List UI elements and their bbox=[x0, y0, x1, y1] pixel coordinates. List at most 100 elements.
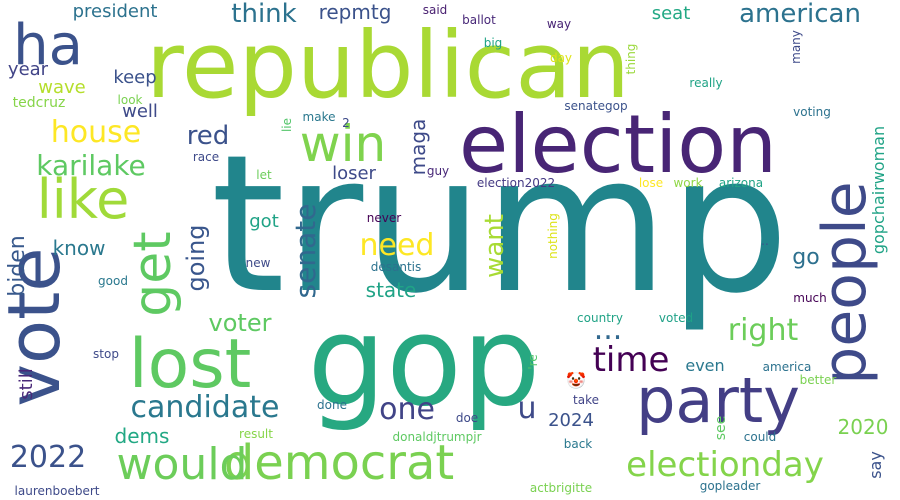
word-2: 2 bbox=[342, 116, 350, 130]
word-make: make bbox=[302, 110, 336, 124]
word-doe: doe bbox=[455, 411, 479, 425]
word-never: never bbox=[366, 211, 402, 225]
word-big: big bbox=[483, 36, 503, 50]
word-work: work bbox=[673, 176, 703, 190]
word-want: want bbox=[480, 214, 510, 278]
word-well: well bbox=[122, 101, 158, 122]
word-nothing: nothing bbox=[546, 213, 560, 259]
word-arizona: arizona bbox=[718, 176, 764, 190]
word-voted: voted bbox=[658, 311, 694, 325]
word-done: done bbox=[317, 398, 347, 412]
word-back: back bbox=[563, 437, 593, 451]
word-think: think bbox=[231, 0, 297, 29]
word-maga: maga bbox=[406, 118, 430, 176]
word-glyph-23: ... bbox=[593, 312, 623, 347]
word-glyph-88: 🤡 bbox=[566, 371, 586, 390]
word-american: american bbox=[739, 0, 861, 29]
word-house: house bbox=[50, 115, 142, 150]
word-know: know bbox=[52, 236, 106, 260]
word-2020: 2020 bbox=[837, 415, 889, 439]
word-senate: senate bbox=[289, 203, 322, 299]
word-good: good bbox=[98, 274, 128, 288]
word-one: one bbox=[379, 392, 435, 427]
word-right: right bbox=[727, 313, 799, 348]
word-donaldjtrumpjr: donaldjtrumpjr bbox=[392, 430, 482, 444]
word-way: way bbox=[546, 17, 572, 31]
word-election: election bbox=[459, 98, 777, 191]
word-desantis: desantis bbox=[370, 260, 422, 274]
word-state: state bbox=[365, 278, 417, 302]
word-gopchairwoman: gopchairwoman bbox=[869, 125, 888, 255]
word-karilake: karilake bbox=[36, 149, 146, 182]
word-glyph-99: .. bbox=[761, 234, 769, 248]
word-democrat: democrat bbox=[223, 435, 455, 491]
word-republican: republican bbox=[146, 12, 630, 119]
word-actbrigitte: actbrigitte bbox=[529, 481, 593, 495]
word-loser: loser bbox=[332, 163, 376, 184]
word-look: look bbox=[117, 93, 143, 107]
word-seat: seat bbox=[651, 3, 691, 24]
word-tedcruz: tedcruz bbox=[12, 95, 66, 111]
word-country: country bbox=[577, 311, 623, 325]
word-really: really bbox=[689, 76, 723, 90]
word-electionday: electionday bbox=[626, 445, 824, 485]
word-go: go bbox=[792, 245, 820, 270]
word-wave: wave bbox=[38, 77, 86, 98]
word-keep: keep bbox=[113, 67, 157, 88]
word-voter: voter bbox=[208, 309, 272, 337]
word-2022: 2022 bbox=[9, 440, 87, 475]
word-race: race bbox=[192, 150, 220, 164]
word-see: see bbox=[713, 415, 729, 441]
word-repmtg: repmtg bbox=[318, 0, 392, 24]
word-election2022: election2022 bbox=[476, 176, 556, 190]
word-ballot: ballot bbox=[462, 13, 496, 27]
word-lose: lose bbox=[638, 176, 664, 190]
word-red: red bbox=[186, 121, 230, 151]
word-many: many bbox=[789, 30, 803, 64]
word-voting: voting bbox=[793, 105, 831, 119]
word-president: president bbox=[72, 1, 158, 22]
word-win: win bbox=[299, 115, 387, 173]
word-would: would bbox=[116, 439, 248, 490]
word-take: take bbox=[573, 393, 599, 407]
word-laurenboebert: laurenboebert bbox=[14, 484, 100, 498]
word-still: still bbox=[16, 368, 37, 400]
word-got: got bbox=[249, 211, 279, 232]
word-candidate: candidate bbox=[130, 390, 280, 425]
word-lost: lost bbox=[128, 325, 252, 404]
word-trump: trump bbox=[210, 114, 790, 335]
word-people: people bbox=[810, 181, 880, 385]
word-like: like bbox=[36, 168, 130, 231]
word-dems: dems bbox=[114, 424, 170, 448]
word-u: u bbox=[517, 391, 537, 426]
word-lie: lie bbox=[280, 117, 294, 133]
word-much: much bbox=[793, 291, 827, 305]
word-could: could bbox=[743, 430, 777, 444]
word-time: time bbox=[592, 340, 670, 380]
word-said: said bbox=[422, 3, 448, 17]
word-day: day bbox=[549, 51, 573, 65]
word-result: result bbox=[239, 427, 273, 441]
word-re: 're bbox=[526, 354, 540, 370]
word-party: party bbox=[636, 364, 800, 437]
word-let: let bbox=[256, 168, 272, 182]
word-stop: stop bbox=[93, 347, 119, 361]
word-biden: biden bbox=[5, 235, 30, 297]
word-say: say bbox=[866, 451, 885, 479]
word-need: need bbox=[359, 228, 435, 263]
word-gopleader: gopleader bbox=[699, 479, 761, 493]
word-new: new bbox=[245, 256, 271, 270]
word-get: get bbox=[123, 231, 183, 317]
word-senategop: senategop bbox=[564, 99, 628, 113]
word-ha: ha bbox=[13, 13, 83, 78]
word-going: going bbox=[182, 224, 210, 292]
word-better: better bbox=[799, 373, 837, 387]
word-2024: 2024 bbox=[548, 410, 594, 431]
word-thing: thing bbox=[624, 43, 638, 75]
word-america: america bbox=[762, 360, 812, 374]
word-guy: guy bbox=[426, 164, 450, 178]
word-year: year bbox=[7, 59, 49, 80]
word-gop: gop bbox=[307, 290, 541, 434]
word-even: even bbox=[685, 356, 725, 375]
